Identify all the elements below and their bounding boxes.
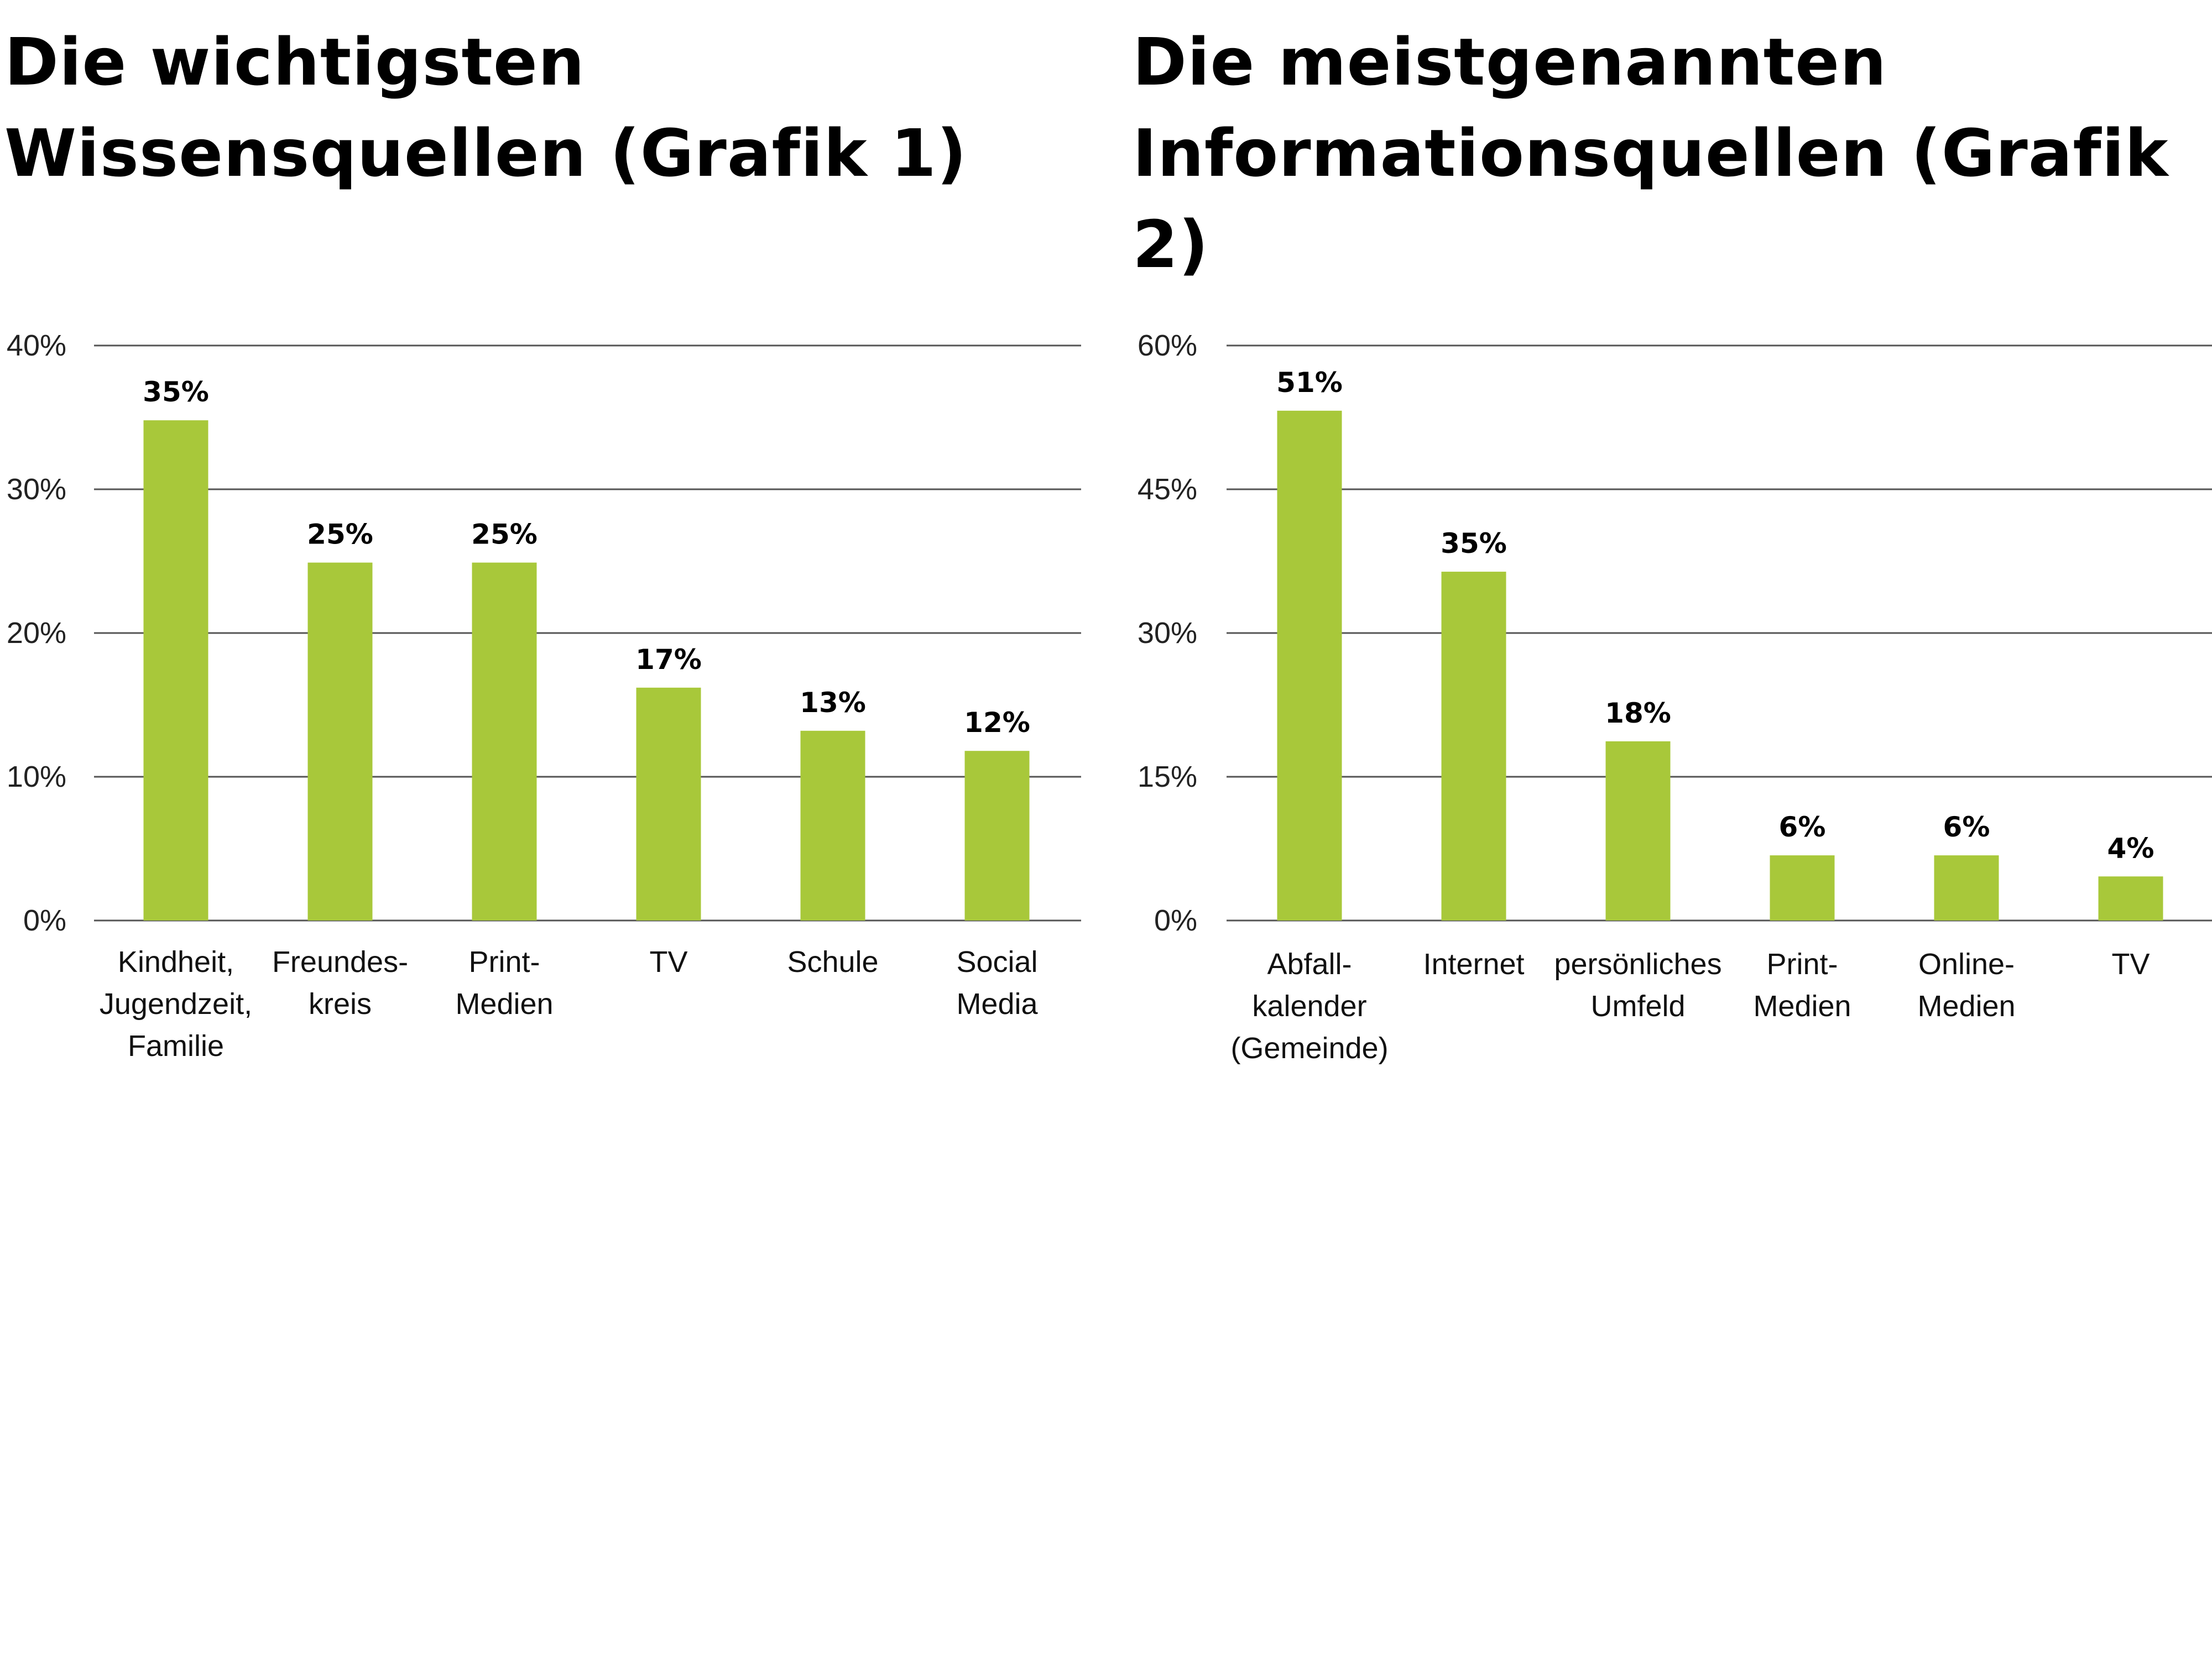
bar: [307, 562, 373, 921]
bar: [1277, 410, 1342, 921]
y-tick-label: 40%: [7, 329, 66, 362]
bar: [964, 751, 1030, 921]
bar: [1934, 855, 1999, 921]
y-tick-label: 0%: [23, 904, 66, 937]
bar-value-label: 6%: [1943, 811, 1990, 843]
y-tick-label: 30%: [1138, 616, 1197, 650]
y-tick-label: 10%: [7, 760, 66, 793]
chart-title-informationsquellen: Die meistgenannten Informationsquellen (…: [1133, 24, 2169, 283]
bar-value-label: 35%: [143, 376, 209, 408]
bar-value-label: 25%: [307, 519, 373, 551]
category-label: persönliches Umfeld: [1554, 948, 1721, 1023]
category-label: Schule: [787, 945, 878, 979]
category-label: Kindheit, Jugendzeit, Familie: [100, 945, 252, 1063]
category-label: Internet: [1423, 948, 1524, 981]
category-label: TV: [649, 945, 687, 979]
bar: [1770, 855, 1835, 921]
bar: [1441, 572, 1506, 921]
y-tick-label: 20%: [7, 616, 66, 650]
category-label: Online-Medien: [1917, 948, 2015, 1023]
bar-value-label: 35%: [1441, 527, 1507, 559]
bar: [1605, 741, 1671, 921]
bar-value-label: 4%: [2107, 832, 2154, 864]
category-label: Freundes-kreis: [272, 945, 408, 1021]
category-label: TV: [2111, 948, 2150, 981]
bar-value-label: 25%: [471, 519, 538, 551]
category-label: Print-Medien: [1753, 948, 1851, 1023]
bar-value-label: 6%: [1779, 811, 1826, 843]
bar-value-label: 51%: [1276, 367, 1343, 399]
bar-value-label: 12%: [964, 707, 1030, 739]
bar: [800, 730, 865, 921]
y-tick-label: 30%: [7, 473, 66, 506]
y-tick-label: 15%: [1138, 760, 1197, 793]
category-label: Print-Medien: [455, 945, 553, 1021]
bar-value-label: 18%: [1605, 697, 1671, 729]
category-label: Social Media: [956, 945, 1038, 1021]
bar-chart-wissensquellen: 0% 10% 20% 30% 40% 35% Kindheit, Jugendzeit, Fam…: [7, 329, 1081, 1063]
bar-value-label: 13%: [800, 687, 866, 719]
bar: [143, 420, 208, 921]
y-tick-label: 45%: [1138, 473, 1197, 506]
bar: [2098, 876, 2163, 921]
y-tick-label: 0%: [1154, 904, 1197, 937]
category-label: Abfall-kalender (Gemeinde): [1230, 948, 1388, 1065]
chart-title-wissensquellen: Die wichtigsten Wissensquellen (Grafik 1…: [4, 24, 967, 191]
bar: [636, 687, 701, 921]
y-tick-label: 60%: [1138, 329, 1197, 362]
bar: [472, 562, 537, 921]
bar-value-label: 17%: [635, 644, 702, 676]
